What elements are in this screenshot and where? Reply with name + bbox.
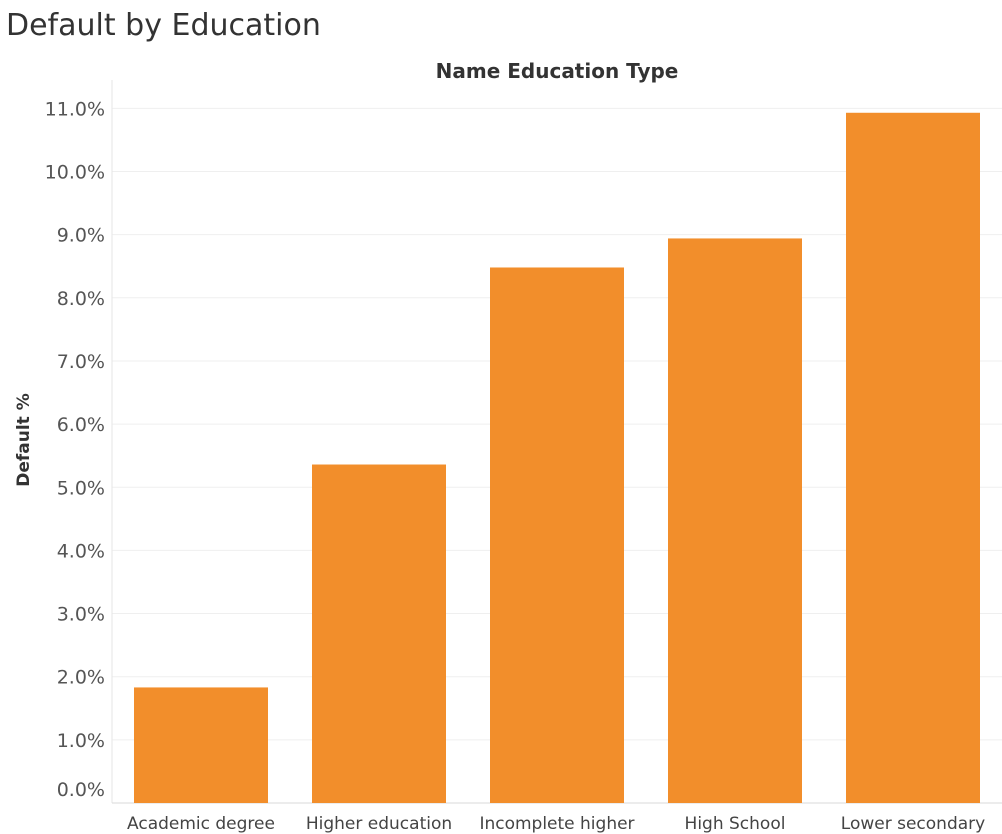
bar: [134, 687, 268, 803]
bar: [490, 267, 624, 803]
bar: [312, 464, 446, 803]
y-axis-ticks: 0.0% 1.0% 2.0% 3.0% 4.0% 5.0% 6.0% 7.0% 8.0% 9.0%…: [45, 98, 105, 801]
column-header-title: Name Education Type: [436, 59, 679, 83]
x-axis-labels: Academic degree Higher education Incomplet…: [127, 814, 985, 834]
bar: [668, 238, 802, 804]
y-tick-label: 5.0%: [57, 477, 105, 499]
x-tick-label: High School: [685, 814, 786, 834]
x-tick-label: Higher education: [306, 814, 452, 834]
y-tick-label: 3.0%: [57, 604, 105, 626]
x-tick-label: Incomplete higher: [479, 814, 634, 834]
y-tick-label: 7.0%: [57, 351, 105, 373]
y-tick-label: 1.0%: [57, 730, 105, 752]
y-tick-label: 0.0%: [57, 779, 105, 801]
y-tick-label: 11.0%: [45, 98, 105, 120]
bars: [134, 112, 980, 804]
y-tick-label: 9.0%: [57, 225, 105, 247]
chart-title: Default by Education: [6, 8, 321, 43]
y-tick-label: 6.0%: [57, 414, 105, 436]
y-axis-title: Default %: [14, 393, 34, 487]
bar: [846, 112, 980, 803]
y-tick-label: 4.0%: [57, 540, 105, 562]
y-tick-label: 10.0%: [45, 162, 105, 184]
x-tick-label: Academic degree: [127, 814, 275, 834]
y-tick-label: 8.0%: [57, 288, 105, 310]
y-tick-label: 2.0%: [57, 667, 105, 689]
x-tick-label: Lower secondary: [841, 814, 985, 834]
